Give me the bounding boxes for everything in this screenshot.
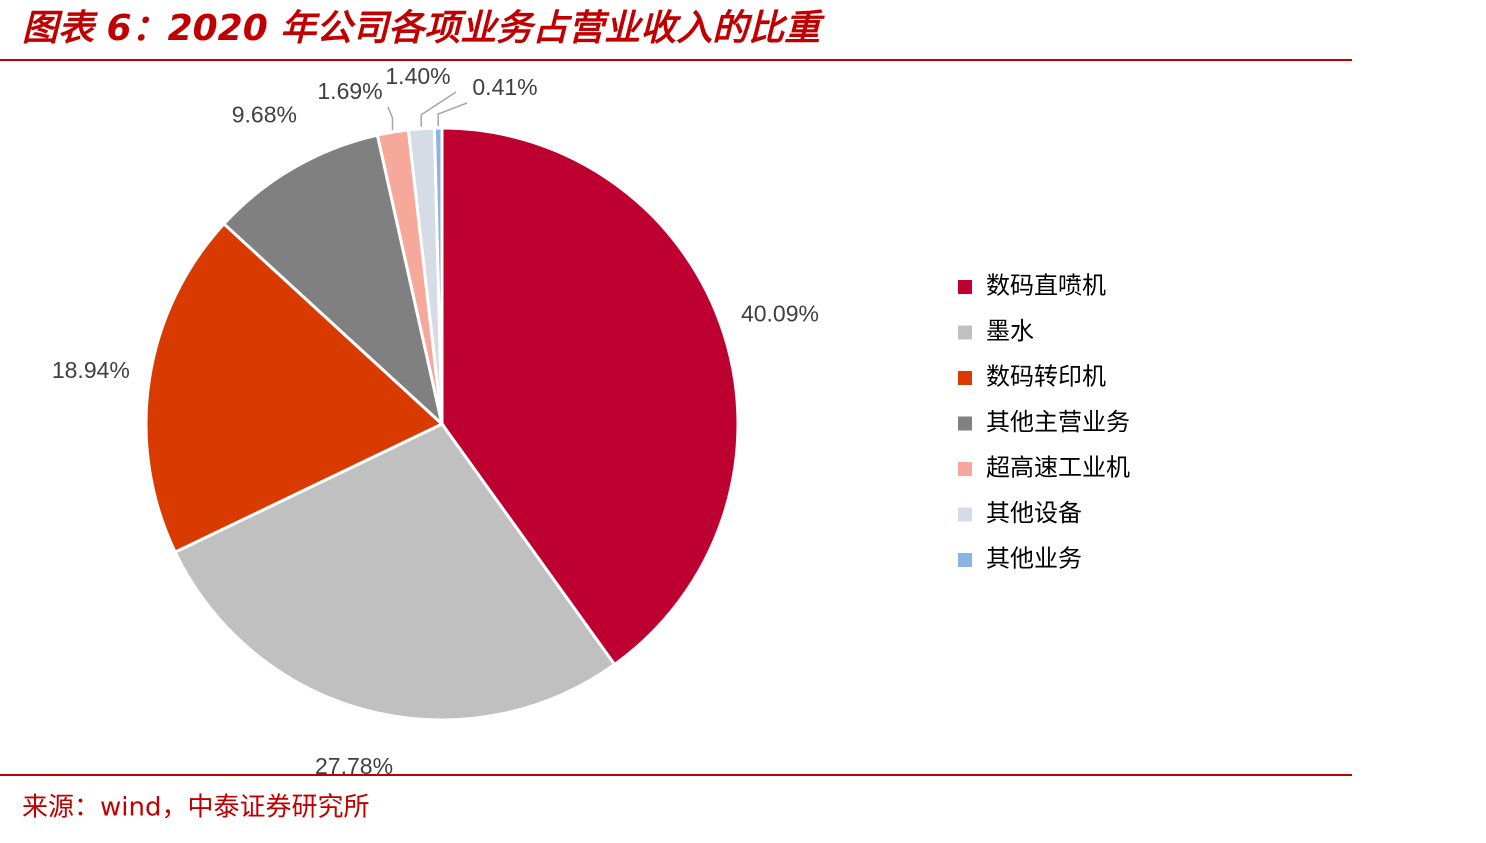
value-label: 18.94% bbox=[52, 357, 130, 383]
legend-swatch bbox=[958, 280, 972, 294]
legend-swatch bbox=[958, 507, 972, 522]
legend-label: 其他业务 bbox=[986, 545, 1082, 573]
legend-label: 其他设备 bbox=[986, 499, 1082, 527]
leader-line bbox=[437, 102, 468, 127]
legend-swatch bbox=[958, 371, 972, 385]
value-label: 1.69% bbox=[317, 78, 382, 104]
legend-swatch bbox=[958, 462, 972, 476]
legend-label: 数码转印机 bbox=[986, 363, 1106, 391]
value-label: 27.78% bbox=[315, 753, 393, 779]
slice bbox=[440, 126, 740, 667]
slice bbox=[432, 126, 444, 425]
legend-label: 数码直喷机 bbox=[986, 272, 1106, 300]
legend-label: 超高速工业机 bbox=[986, 454, 1130, 482]
slice bbox=[144, 221, 445, 555]
source: 来源：wind，中泰证券研究所 bbox=[22, 793, 369, 823]
legend-swatch bbox=[958, 553, 972, 567]
value-label: 0.41% bbox=[472, 74, 537, 100]
leader-line bbox=[420, 91, 457, 127]
slice bbox=[221, 133, 445, 429]
value-label: 1.40% bbox=[385, 63, 450, 89]
legend-swatch bbox=[958, 416, 972, 431]
value-label: 9.68% bbox=[232, 102, 297, 128]
value-label: 40.09% bbox=[741, 300, 819, 326]
legend-label: 墨水 bbox=[986, 317, 1034, 345]
chart-title: 图表 6：2020 年公司各项业务占营业收入的比重 bbox=[22, 8, 825, 49]
slice bbox=[173, 422, 617, 722]
legend-swatch bbox=[958, 325, 972, 340]
leader-line bbox=[387, 106, 394, 131]
legend-label: 其他主营业务 bbox=[986, 408, 1130, 436]
